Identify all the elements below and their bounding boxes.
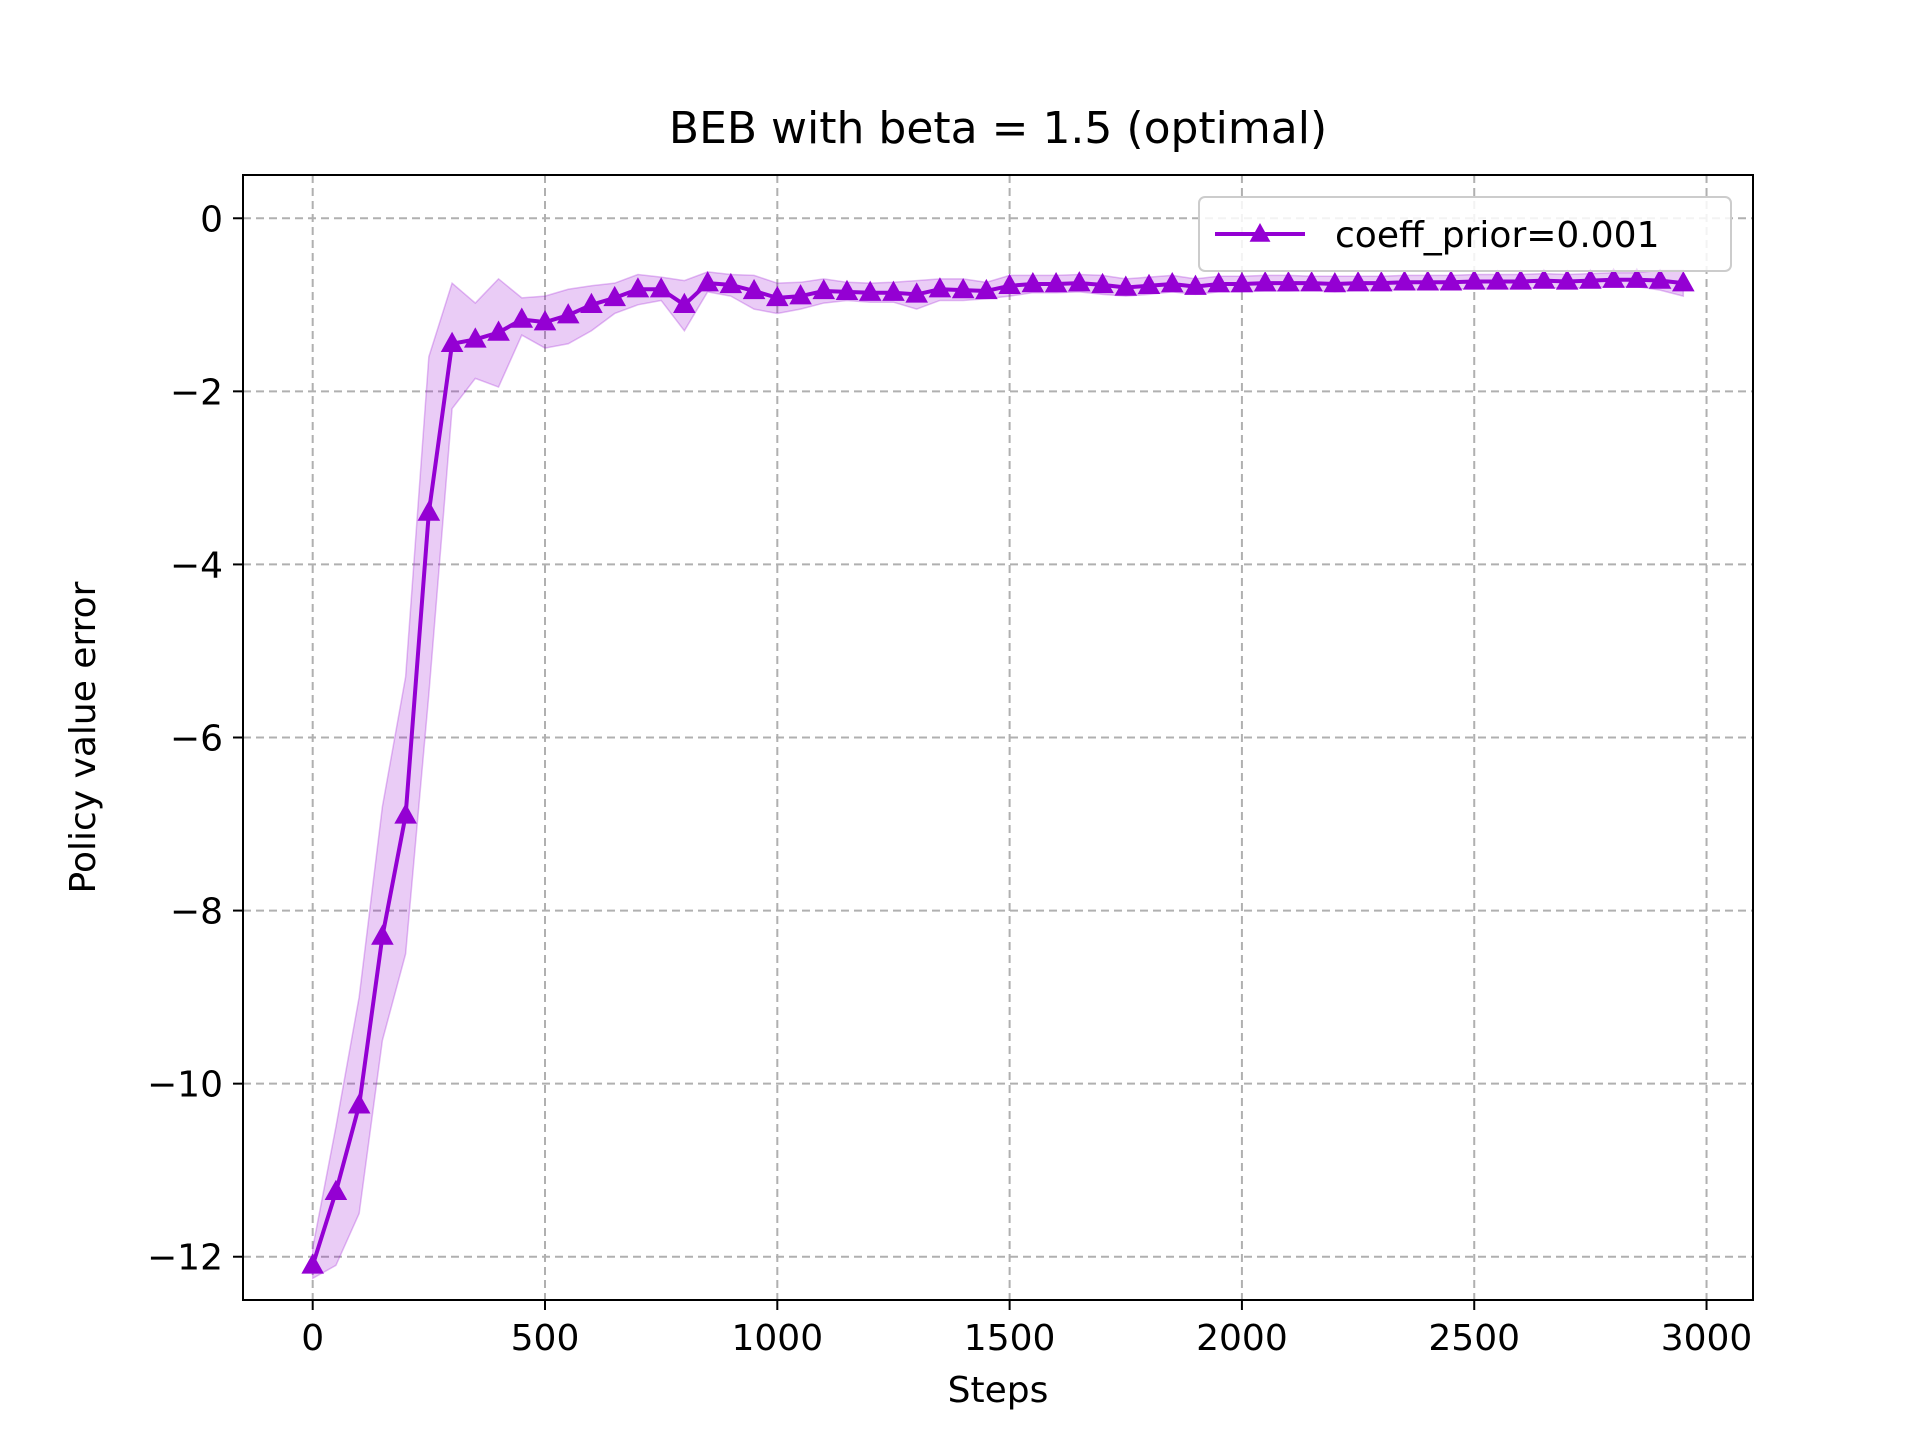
data-point	[1370, 271, 1393, 292]
data-point	[1579, 268, 1602, 289]
data-point	[1602, 267, 1625, 288]
legend: coeff_prior=0.001	[1198, 196, 1732, 272]
data-point	[696, 271, 719, 292]
x-tick-label: 0	[301, 1318, 324, 1359]
legend-box	[1198, 196, 1732, 272]
data-point	[812, 278, 836, 300]
data-point	[301, 1253, 324, 1274]
data-point	[556, 303, 580, 324]
y-tick-label: −12	[147, 1238, 223, 1279]
data-point	[1532, 268, 1556, 289]
data-point	[626, 277, 650, 298]
data-point	[1509, 269, 1532, 290]
legend-marker-swatch	[1249, 223, 1271, 242]
data-point	[1277, 271, 1300, 292]
data-point	[1393, 270, 1416, 291]
data-point	[719, 272, 743, 294]
data-point	[1160, 272, 1184, 293]
data-point	[1439, 270, 1463, 291]
data-point	[951, 278, 975, 299]
data-point	[1346, 271, 1370, 292]
data-point	[1068, 271, 1091, 292]
data-point	[673, 292, 696, 314]
data-point	[1230, 272, 1254, 293]
y-tick-label: −6	[170, 719, 223, 760]
data-point	[905, 282, 928, 303]
data-point	[1648, 268, 1672, 289]
axis-ticks: 0 500 1000 1500 2000 2500 3000 0 −2 −4 −6 −8 −10 −12	[147, 199, 1752, 1359]
y-tick-label: −4	[170, 545, 223, 586]
legend-label: coeff_prior=0.001	[1335, 215, 1659, 256]
data-point	[1253, 271, 1277, 292]
data-point	[1462, 269, 1486, 290]
data-point	[1114, 275, 1138, 296]
data-point	[394, 803, 417, 824]
data-point	[1044, 272, 1068, 293]
data-point	[347, 1093, 371, 1114]
data-point	[766, 285, 789, 307]
data-point	[975, 278, 998, 300]
data-point	[1137, 273, 1161, 294]
x-tick-label: 3000	[1661, 1318, 1753, 1359]
x-tick-label: 500	[511, 1318, 580, 1359]
x-tick-label: 2000	[1196, 1318, 1288, 1359]
data-point	[1486, 269, 1509, 290]
data-point	[1091, 272, 1114, 294]
data-point	[510, 307, 534, 328]
data-point	[1021, 272, 1045, 293]
data-point	[835, 279, 859, 301]
data-point	[742, 278, 766, 300]
y-tick-label: 0	[200, 199, 223, 240]
y-tick-label: −8	[170, 892, 223, 933]
data-point	[1555, 269, 1579, 290]
data-point	[928, 277, 952, 298]
data-point	[417, 500, 441, 521]
series-markers	[301, 267, 1695, 1274]
data-point	[1300, 271, 1323, 292]
data-point	[789, 284, 812, 305]
data-point	[1323, 272, 1347, 293]
data-point	[1672, 271, 1695, 292]
data-point	[324, 1179, 348, 1201]
data-point	[1416, 270, 1440, 291]
data-point	[858, 280, 882, 301]
data-point	[998, 273, 1021, 294]
y-tick-label: −10	[147, 1065, 223, 1106]
data-point	[580, 292, 603, 314]
data-point	[1184, 274, 1207, 295]
x-tick-label: 2500	[1428, 1318, 1520, 1359]
data-point	[464, 327, 487, 348]
x-axis-label: Steps	[948, 1370, 1049, 1411]
data-point	[603, 285, 626, 307]
data-point	[649, 277, 673, 298]
data-point	[487, 320, 510, 341]
data-point	[1625, 267, 1649, 288]
grid	[243, 175, 1753, 1300]
data-point	[882, 280, 905, 301]
chart-title: BEB with beta = 1.5 (optimal)	[669, 103, 1327, 154]
x-tick-label: 1500	[964, 1318, 1056, 1359]
x-tick-label: 1000	[731, 1318, 823, 1359]
data-point	[371, 924, 394, 945]
y-tick-label: −2	[170, 372, 223, 413]
y-axis-label: Policy value error	[63, 581, 104, 893]
data-point	[1207, 272, 1230, 293]
data-point	[533, 310, 557, 331]
data-point	[440, 331, 464, 352]
